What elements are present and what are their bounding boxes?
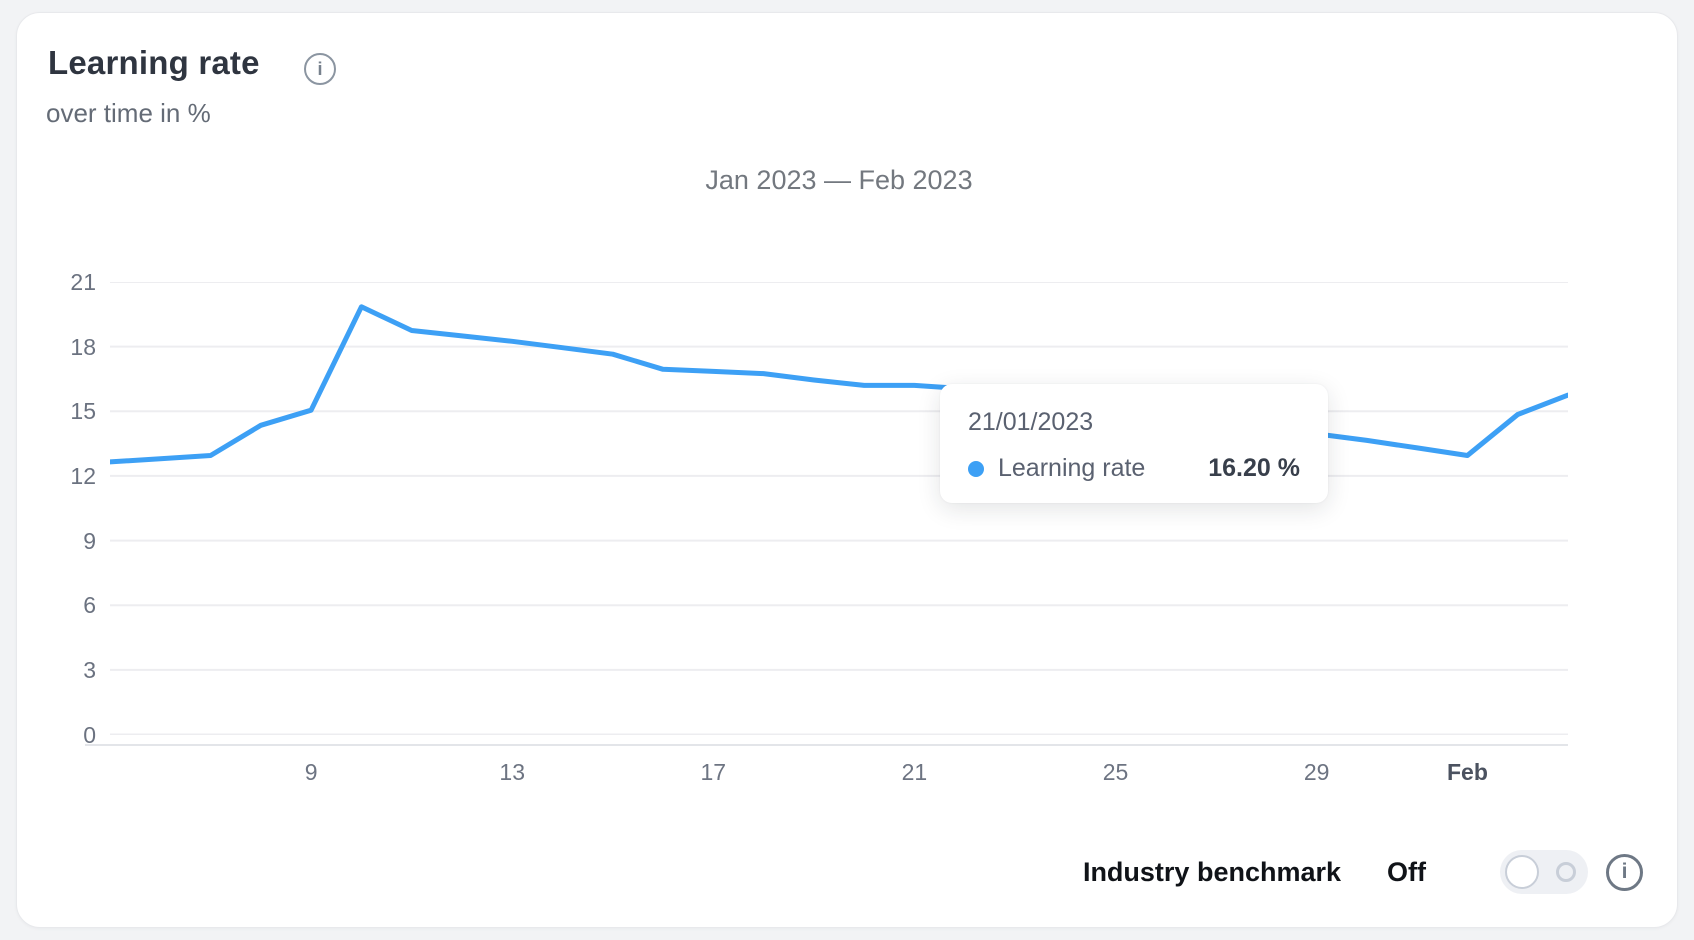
chart-range-title: Jan 2023 — Feb 2023: [705, 165, 973, 195]
tooltip-row: Learning rate 16.20 %: [968, 454, 1300, 483]
info-glyph: i: [317, 58, 323, 79]
chart-subtitle: over time in %: [46, 98, 211, 128]
y-axis-label: 3: [83, 656, 96, 683]
x-axis-label: 17: [700, 759, 727, 785]
series-dot-icon: [968, 460, 984, 477]
tooltip-date: 21/01/2023: [968, 408, 1094, 436]
benchmark-info-icon[interactable]: i: [1606, 853, 1643, 891]
y-axis-label: 12: [70, 462, 96, 489]
y-axis-label: 0: [83, 721, 96, 748]
benchmark-toggle[interactable]: [1500, 850, 1588, 894]
y-axis-label: 9: [83, 527, 96, 554]
x-axis-label: 13: [499, 759, 525, 785]
tooltip-series-value: 16.20 %: [1208, 454, 1300, 482]
gridlines: [110, 282, 1568, 735]
x-axis-line: [85, 744, 1568, 746]
y-axis-label: 6: [83, 592, 96, 619]
x-axis-label: 29: [1303, 759, 1330, 785]
toggle-knob[interactable]: [1505, 855, 1539, 889]
tooltip-series-label: Learning rate: [998, 454, 1146, 482]
benchmark-label: Industry benchmark: [1082, 856, 1342, 887]
y-axis-label: 15: [70, 398, 96, 425]
x-axis-label: 9: [304, 759, 318, 785]
toggle-off-indicator-icon: [1556, 862, 1576, 882]
info-glyph: i: [1621, 860, 1628, 883]
x-axis-label: 25: [1102, 759, 1129, 785]
chart-plot-area[interactable]: [110, 282, 1568, 735]
title-info-icon[interactable]: i: [304, 53, 336, 85]
learning-rate-line[interactable]: [110, 304, 1568, 465]
tooltip: 21/01/2023 Learning rate 16.20 %: [940, 384, 1328, 503]
page-title: Learning rate: [48, 44, 260, 81]
x-axis-label: Feb: [1446, 759, 1488, 785]
y-axis-label: 18: [70, 333, 96, 360]
x-axis-label: 21: [901, 759, 928, 785]
benchmark-state: Off: [1387, 856, 1426, 887]
benchmark-controls: Industry benchmark Off i: [1083, 849, 1643, 895]
chart-card: [16, 12, 1678, 928]
y-axis-label: 21: [70, 269, 96, 295]
